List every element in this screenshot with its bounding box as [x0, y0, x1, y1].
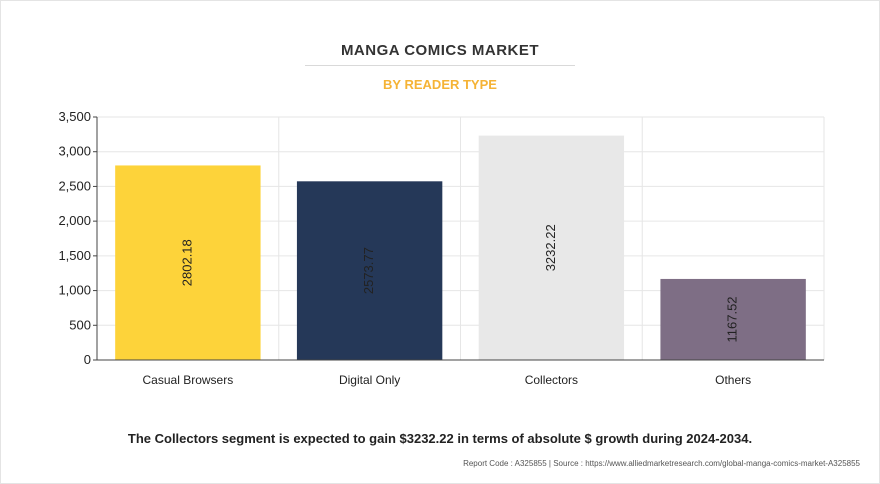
footnote: The Collectors segment is expected to ga… — [127, 431, 753, 446]
y-tick-label: 500 — [69, 317, 91, 332]
x-tick-label: Collectors — [525, 373, 578, 387]
y-tick-label: 2,000 — [58, 213, 91, 228]
bar-digital-only — [296, 181, 443, 360]
chart-subtitle: BY READER TYPE — [383, 77, 497, 92]
y-tick-label: 1,000 — [58, 283, 91, 298]
bar-value-label: 2573.77 — [361, 247, 376, 294]
y-tick-label: 2,500 — [58, 178, 91, 193]
labels: 0 500 1,000 1,500 2,000 2,500 3,000 3,500 2802.1… — [58, 109, 751, 387]
y-tick-label: 3,500 — [58, 109, 91, 124]
bar-value-label: 3232.22 — [543, 224, 558, 271]
x-tick-label: Digital Only — [339, 373, 400, 387]
bar-value-label: 1167.52 — [725, 296, 740, 342]
axes — [93, 116, 824, 361]
source-line: Report Code : A325855 | Source : https:/… — [463, 459, 860, 468]
y-tick-label: 1,500 — [58, 248, 91, 263]
bar-collectors — [478, 135, 625, 360]
bar-chart: 0 500 1,000 1,500 2,000 2,500 3,000 3,500 2802.1… — [58, 109, 825, 387]
chart-title: MANGA COMICS MARKET — [340, 42, 540, 59]
bars — [115, 135, 806, 360]
bar-value-label: 2802.18 — [179, 239, 194, 286]
x-tick-label: Casual Browsers — [143, 373, 234, 387]
y-tick-label: 0 — [84, 352, 91, 367]
bar-casual-browsers — [115, 165, 261, 360]
bar-others — [660, 278, 806, 360]
y-tick-label: 3,000 — [58, 144, 91, 159]
x-tick-label: Others — [715, 373, 751, 387]
title-divider — [305, 65, 575, 66]
